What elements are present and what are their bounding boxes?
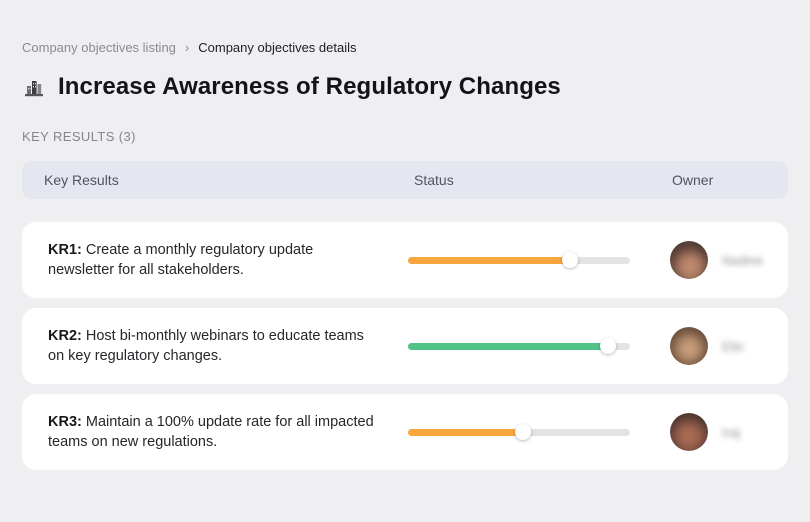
kr2-label: KR2: <box>48 328 82 344</box>
objective-title-row: Increase Awareness of Regulatory Changes <box>22 73 788 101</box>
column-header-status: Status <box>414 172 454 188</box>
progress-fill <box>408 428 524 436</box>
progress-fill <box>408 256 571 264</box>
objective-details-page: Company objectives listing › Company obj… <box>22 0 788 470</box>
breadcrumb-listing-link[interactable]: Company objectives listing <box>22 40 176 55</box>
avatar <box>670 241 708 279</box>
table-header: Key Results Status Owner <box>22 161 788 199</box>
chevron-right-icon: › <box>184 40 190 55</box>
kr2-description: KR2: Host bi-monthly webinars to educate… <box>48 328 364 364</box>
progress-knob[interactable] <box>515 424 532 440</box>
page-title: Increase Awareness of Regulatory Changes <box>58 73 561 100</box>
kr1-progress-slider[interactable] <box>408 252 630 268</box>
kr3-label: KR3: <box>48 414 82 430</box>
kr1-owner-cell: Nadine <box>638 241 788 279</box>
kr1-label: KR1: <box>48 242 82 258</box>
kr3-description: KR3: Maintain a 100% update rate for all… <box>48 414 374 450</box>
key-results-section-label: KEY RESULTS (3) <box>22 129 136 144</box>
key-result-row-kr3[interactable]: KR3: Maintain a 100% update rate for all… <box>22 394 788 470</box>
breadcrumb-current: Company objectives details <box>198 40 357 55</box>
breadcrumb: Company objectives listing › Company obj… <box>22 0 788 55</box>
kr3-owner-cell: Iraj <box>638 413 788 451</box>
owner-name: Iraj <box>722 424 741 440</box>
key-result-row-kr2[interactable]: KR2: Host bi-monthly webinars to educate… <box>22 308 788 384</box>
column-header-key-results: Key Results <box>44 172 119 188</box>
avatar <box>670 327 708 365</box>
key-result-row-kr1[interactable]: KR1: Create a monthly regulatory update … <box>22 222 788 298</box>
kr2-progress-slider[interactable] <box>408 338 630 354</box>
buildings-icon <box>22 75 46 99</box>
kr3-progress-slider[interactable] <box>408 424 630 440</box>
column-header-owner: Owner <box>672 172 714 188</box>
progress-knob[interactable] <box>599 338 616 354</box>
key-results-list: KR1: Create a monthly regulatory update … <box>22 222 788 470</box>
progress-fill <box>408 342 608 350</box>
owner-name: Elie <box>722 338 744 354</box>
progress-knob[interactable] <box>562 252 579 268</box>
kr2-owner-cell: Elie <box>638 327 788 365</box>
owner-name: Nadine <box>722 252 764 268</box>
kr1-description: KR1: Create a monthly regulatory update … <box>48 242 314 278</box>
avatar <box>670 413 708 451</box>
